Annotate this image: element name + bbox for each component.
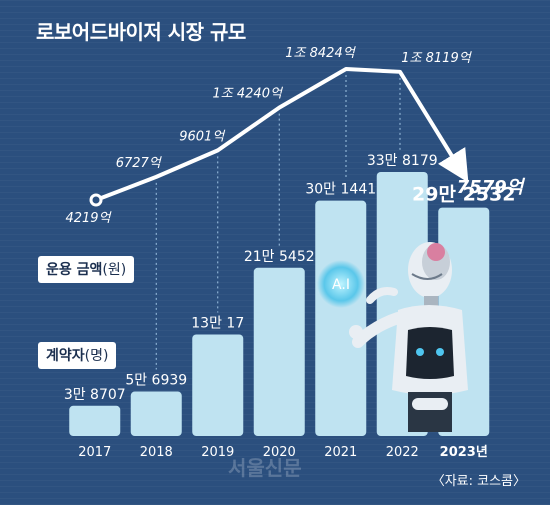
line-series-path [95,67,469,202]
line-legend-unit: (원) [102,262,127,278]
x-tick-label: 2022 [386,445,419,460]
line-legend-label: 운용 금액 [46,262,103,278]
chart-title: 로보어드바이저 시장 규모 [36,20,246,44]
line-value-label: 7579억 [457,177,526,198]
bar-2018 [130,391,182,436]
bar-2021 [315,200,367,436]
bar-value-label: 29만 2532 [412,184,515,206]
bar-value-label: 21만 5452 [244,249,315,265]
bar-2020 [253,267,305,436]
line-value-label: 4219억 [65,211,112,226]
x-tick-label: 2020 [263,445,296,460]
bar-value-label: 33만 8179 [367,153,438,169]
line-start-point [89,193,103,207]
watermark: 서울신문 [228,456,302,480]
bar-2017 [69,405,121,436]
line-value-label: 9601억 [179,129,226,144]
x-tick-label: 2019 [201,445,234,460]
bar-value-label: 5만 6939 [125,373,187,389]
line-legend: 운용 금액(원) [38,256,135,283]
line-value-label: 1조 8119억 [401,51,472,66]
ai-badge: A.I [317,260,365,308]
line-value-label: 1조 4240억 [213,87,284,102]
bar-legend-unit: (명) [84,348,109,364]
bar-value-label: 13만 17 [191,316,244,332]
bar-legend: 계약자(명) [38,342,117,369]
x-tick-label: 2021 [324,445,357,460]
bar-2019 [192,334,244,436]
x-tick-label: 2018 [140,445,173,460]
line-value-label: 6727억 [116,156,163,171]
line-value-label: 1조 8424억 [285,46,356,61]
bar-legend-label: 계약자 [46,348,85,364]
source-note: 〈자료: 코스콤〉 [431,474,526,489]
bar-value-label: 3만 8707 [64,387,126,403]
x-tick-label: 2023년 [440,445,488,460]
robot-illustration [349,242,468,432]
ai-badge-text: A.I [332,277,350,293]
bar-value-label: 30만 1441 [305,182,376,198]
x-tick-label: 2017 [78,445,111,460]
